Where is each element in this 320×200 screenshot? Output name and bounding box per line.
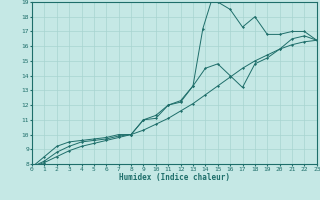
X-axis label: Humidex (Indice chaleur): Humidex (Indice chaleur) (119, 173, 230, 182)
